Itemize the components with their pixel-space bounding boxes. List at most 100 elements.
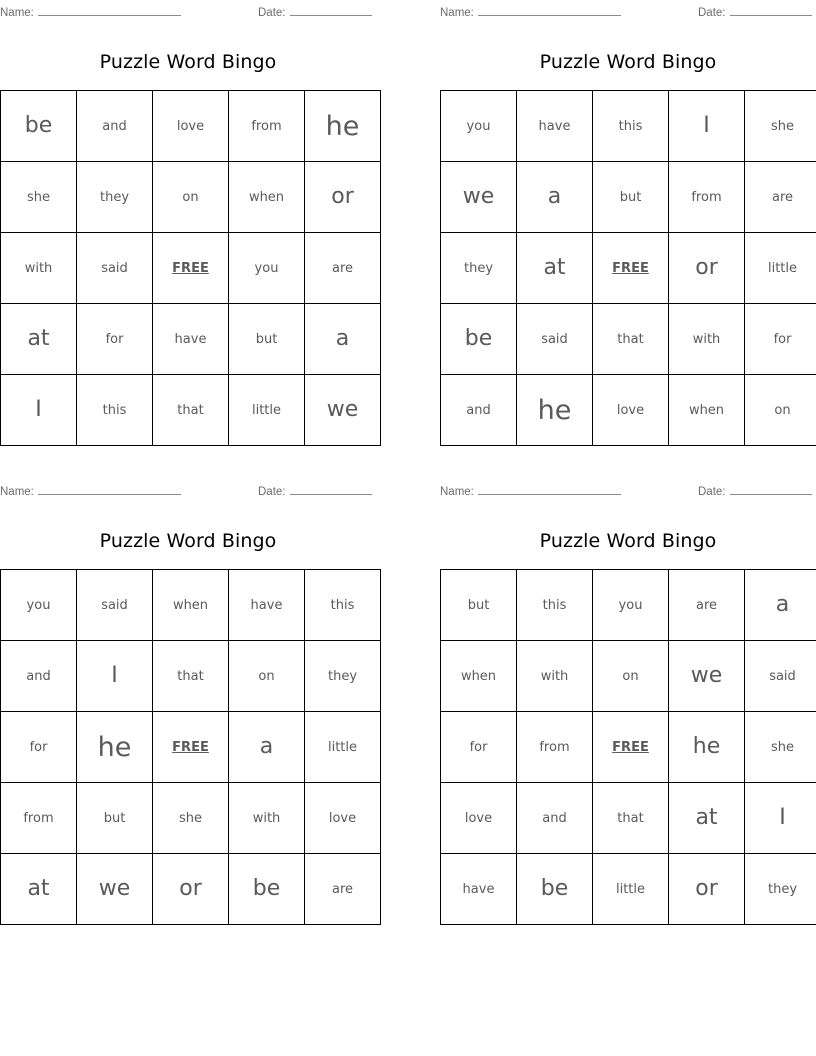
bingo-cell[interactable]: when [228, 161, 305, 233]
bingo-cell[interactable]: when [440, 640, 517, 712]
bingo-cell[interactable]: or [668, 232, 745, 304]
bingo-cell[interactable]: or [304, 161, 381, 233]
bingo-cell[interactable]: for [0, 711, 77, 783]
name-write-line[interactable] [37, 4, 181, 16]
bingo-cell[interactable]: this [304, 569, 381, 641]
bingo-cell[interactable]: and [76, 90, 153, 162]
bingo-cell[interactable]: on [228, 640, 305, 712]
bingo-cell[interactable]: little [744, 232, 816, 304]
bingo-cell[interactable]: from [516, 711, 593, 783]
date-write-line[interactable] [289, 4, 372, 16]
bingo-cell[interactable]: are [304, 232, 381, 304]
bingo-cell[interactable]: you [228, 232, 305, 304]
bingo-cell[interactable]: I [744, 782, 816, 854]
date-field[interactable]: Date: [698, 4, 812, 19]
name-write-line[interactable] [477, 483, 621, 495]
bingo-cell[interactable]: be [516, 853, 593, 925]
bingo-cell[interactable]: little [304, 711, 381, 783]
date-field[interactable]: Date: [698, 483, 812, 498]
bingo-cell[interactable]: she [0, 161, 77, 233]
name-field[interactable]: Name: [0, 483, 181, 498]
date-write-line[interactable] [729, 483, 812, 495]
bingo-cell[interactable]: we [304, 374, 381, 446]
bingo-cell[interactable]: and [0, 640, 77, 712]
bingo-cell[interactable]: or [152, 853, 229, 925]
bingo-cell[interactable]: he [76, 711, 153, 783]
bingo-cell[interactable]: this [76, 374, 153, 446]
bingo-cell[interactable]: but [592, 161, 669, 233]
bingo-cell[interactable]: at [0, 303, 77, 375]
bingo-cell[interactable]: are [304, 853, 381, 925]
name-field[interactable]: Name: [0, 4, 181, 19]
bingo-cell[interactable]: love [440, 782, 517, 854]
bingo-cell[interactable]: I [76, 640, 153, 712]
bingo-cell[interactable]: a [744, 569, 816, 641]
bingo-cell[interactable]: we [440, 161, 517, 233]
bingo-cell[interactable]: for [744, 303, 816, 375]
bingo-cell[interactable]: be [440, 303, 517, 375]
bingo-cell[interactable]: they [744, 853, 816, 925]
bingo-cell[interactable]: a [516, 161, 593, 233]
bingo-cell[interactable]: a [304, 303, 381, 375]
bingo-cell[interactable]: are [744, 161, 816, 233]
bingo-cell[interactable]: she [744, 90, 816, 162]
bingo-free-cell[interactable]: FREE [152, 232, 229, 304]
bingo-cell[interactable]: they [304, 640, 381, 712]
bingo-cell[interactable]: this [516, 569, 593, 641]
bingo-cell[interactable]: be [228, 853, 305, 925]
bingo-cell[interactable]: from [0, 782, 77, 854]
bingo-cell[interactable]: said [76, 232, 153, 304]
bingo-cell[interactable]: that [152, 374, 229, 446]
bingo-cell[interactable]: with [0, 232, 77, 304]
bingo-cell[interactable]: this [592, 90, 669, 162]
bingo-cell[interactable]: we [76, 853, 153, 925]
bingo-cell[interactable]: with [516, 640, 593, 712]
bingo-cell[interactable]: I [0, 374, 77, 446]
bingo-cell[interactable]: a [228, 711, 305, 783]
bingo-cell[interactable]: but [440, 569, 517, 641]
bingo-cell[interactable]: they [76, 161, 153, 233]
bingo-cell[interactable]: or [668, 853, 745, 925]
bingo-cell[interactable]: love [304, 782, 381, 854]
bingo-cell[interactable]: have [440, 853, 517, 925]
bingo-cell[interactable]: and [516, 782, 593, 854]
name-field[interactable]: Name: [440, 4, 621, 19]
bingo-cell[interactable]: are [668, 569, 745, 641]
bingo-free-cell[interactable]: FREE [592, 711, 669, 783]
bingo-free-cell[interactable]: FREE [592, 232, 669, 304]
date-write-line[interactable] [729, 4, 812, 16]
date-field[interactable]: Date: [258, 4, 372, 19]
bingo-cell[interactable]: from [668, 161, 745, 233]
bingo-cell[interactable]: with [668, 303, 745, 375]
bingo-cell[interactable]: on [152, 161, 229, 233]
bingo-free-cell[interactable]: FREE [152, 711, 229, 783]
bingo-cell[interactable]: said [744, 640, 816, 712]
name-write-line[interactable] [477, 4, 621, 16]
bingo-cell[interactable]: at [516, 232, 593, 304]
bingo-cell[interactable]: when [668, 374, 745, 446]
bingo-cell[interactable]: that [152, 640, 229, 712]
bingo-cell[interactable]: said [76, 569, 153, 641]
bingo-cell[interactable]: when [152, 569, 229, 641]
bingo-cell[interactable]: I [668, 90, 745, 162]
bingo-cell[interactable]: be [0, 90, 77, 162]
bingo-cell[interactable]: have [516, 90, 593, 162]
bingo-cell[interactable]: love [152, 90, 229, 162]
bingo-cell[interactable]: have [152, 303, 229, 375]
bingo-cell[interactable]: we [668, 640, 745, 712]
bingo-cell[interactable]: said [516, 303, 593, 375]
bingo-cell[interactable]: that [592, 303, 669, 375]
bingo-cell[interactable]: have [228, 569, 305, 641]
bingo-cell[interactable]: she [152, 782, 229, 854]
bingo-cell[interactable]: you [592, 569, 669, 641]
bingo-cell[interactable]: she [744, 711, 816, 783]
bingo-cell[interactable]: little [228, 374, 305, 446]
bingo-cell[interactable]: he [516, 374, 593, 446]
bingo-cell[interactable]: love [592, 374, 669, 446]
bingo-cell[interactable]: that [592, 782, 669, 854]
bingo-cell[interactable]: you [440, 90, 517, 162]
bingo-cell[interactable]: you [0, 569, 77, 641]
bingo-cell[interactable]: he [668, 711, 745, 783]
bingo-cell[interactable]: with [228, 782, 305, 854]
bingo-cell[interactable]: and [440, 374, 517, 446]
